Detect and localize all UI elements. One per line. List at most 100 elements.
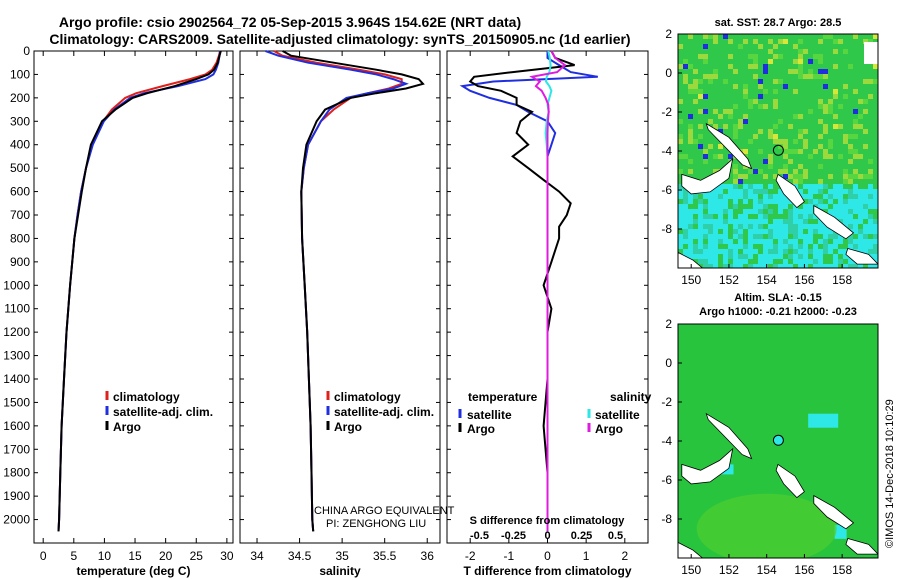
temp-legend-label-2: Argo	[113, 420, 141, 434]
panel-sst-cell	[858, 199, 863, 204]
panel-sst-cell	[688, 244, 693, 249]
panel-sst-cell	[868, 79, 873, 84]
difference-xlabel: T difference from climatology	[463, 564, 631, 578]
panel-sst-cell	[853, 219, 858, 224]
panel-sst-cell	[803, 184, 808, 189]
panel-sst-cell	[803, 209, 808, 214]
panel-sst-cell	[743, 199, 748, 204]
panel-sst-cell	[798, 249, 803, 254]
panel-sst-cell	[828, 139, 833, 144]
panel-sst-cell	[768, 209, 773, 214]
panel-sst-cell	[698, 209, 703, 214]
panel-sst-cell	[743, 39, 748, 44]
panel-sst-cell	[793, 229, 798, 234]
temperature-ytick-label-3: 300	[10, 114, 30, 128]
panel-sst-cell	[683, 74, 688, 79]
salinity-xtick-label-2: 35	[335, 549, 349, 563]
panel-sst-cell	[683, 229, 688, 234]
panel-sst-cell	[738, 44, 743, 49]
panel-sst-cell	[778, 189, 783, 194]
panel-sst-cell	[703, 149, 708, 154]
panel-sst-cell	[853, 154, 858, 159]
panel-sst-cell	[733, 229, 738, 234]
panel-sst-cell	[743, 244, 748, 249]
diff-legend-s-label-0: satellite	[595, 408, 640, 422]
panel-sst-cell	[733, 244, 738, 249]
panel-sst-cell	[723, 194, 728, 199]
panel-sst-cell	[738, 214, 743, 219]
panel-sst-cell	[723, 79, 728, 84]
panel-sst-cell	[863, 189, 868, 194]
panel-sst-cell	[858, 194, 863, 199]
salinity-panel: 34 34.5 35 35.5 36 salinity climatologysatelli…	[239, 50, 441, 578]
panel-sst-cell	[723, 209, 728, 214]
panel-sst-cell	[678, 184, 683, 189]
panel-sst-cell	[858, 264, 863, 268]
panel-sst-cell	[763, 104, 768, 109]
panel-sst-cell	[773, 79, 778, 84]
panel-sst-cell	[753, 234, 758, 239]
panel-sst-cell	[688, 129, 693, 134]
panel-sst-cell	[848, 239, 853, 244]
panel-sst-cell	[783, 249, 788, 254]
panel-sst-cell	[818, 59, 823, 64]
panel-sst-cell	[853, 149, 858, 154]
panel-sst-cell	[778, 249, 783, 254]
panel-sst-cell	[818, 249, 823, 254]
panel-sst-cell	[823, 194, 828, 199]
panel-sst-cell	[698, 54, 703, 59]
panel-sst-cell	[838, 204, 843, 209]
panel-sst-cell	[843, 174, 848, 179]
temperature-ytick-label-13: 1300	[3, 349, 30, 363]
panel-sst-cell	[863, 174, 868, 179]
panel-sst-cell	[843, 94, 848, 99]
panel-sst-cell	[803, 259, 808, 264]
panel-sst-cell	[823, 244, 828, 249]
panel-sst-cell	[858, 114, 863, 119]
temperature-ytick-label-14: 1400	[3, 372, 30, 386]
panel-sst-cell	[763, 199, 768, 204]
panel-sst-cell	[873, 249, 878, 254]
panel-sst-cell	[808, 209, 813, 214]
panel-sst-cell	[733, 184, 738, 189]
panel-sst-cell	[708, 219, 713, 224]
panel-sla-land-5	[678, 541, 704, 558]
panel-sst-cell	[808, 154, 813, 159]
panel-sst-cell	[783, 169, 788, 174]
panel-sst-cell	[863, 194, 868, 199]
panel-sst-cell	[683, 194, 688, 199]
panel-sst-cell	[738, 194, 743, 199]
temperature-xtick-label-1: 5	[70, 549, 77, 563]
panel-sst-cell	[783, 154, 788, 159]
temperature-panel: 0 5 10 15 20 25 300100200300400500600700800900…	[3, 44, 234, 578]
panel-sst-cell	[748, 244, 753, 249]
panel-sst-cell	[818, 134, 823, 139]
panel-sst-cell	[808, 249, 813, 254]
panel-sst-cell	[713, 154, 718, 159]
panel-sst-cell	[728, 214, 733, 219]
panel-sst-cell	[703, 214, 708, 219]
panel-sst-cell	[783, 204, 788, 209]
panel-sst-cell	[713, 39, 718, 44]
panel-sst-cell	[793, 149, 798, 154]
panel-sla-land-1	[705, 412, 753, 460]
panel-sst-cell	[848, 194, 853, 199]
panel-sst-cell	[853, 199, 858, 204]
panel-sst-cell	[678, 239, 683, 244]
panel-sst-cell	[743, 84, 748, 89]
panel-sst-cell	[858, 234, 863, 239]
panel-sst-cell	[698, 249, 703, 254]
panel-sst-cell	[843, 139, 848, 144]
panel-sst-cell	[858, 249, 863, 254]
salinity-xlabel: salinity	[319, 564, 361, 578]
panel-sst-cell	[718, 129, 723, 134]
panel-sst-cell	[818, 144, 823, 149]
panel-sst-cell	[823, 109, 828, 114]
difference-xtick-label-3: 1	[583, 549, 590, 563]
panel-sst-cell	[723, 34, 728, 39]
panel-sst-cell	[803, 214, 808, 219]
panel-sst-cell	[788, 264, 793, 268]
panel-sst-cell	[848, 199, 853, 204]
panel-sst-cell	[768, 254, 773, 259]
panel-sst-cell	[823, 229, 828, 234]
